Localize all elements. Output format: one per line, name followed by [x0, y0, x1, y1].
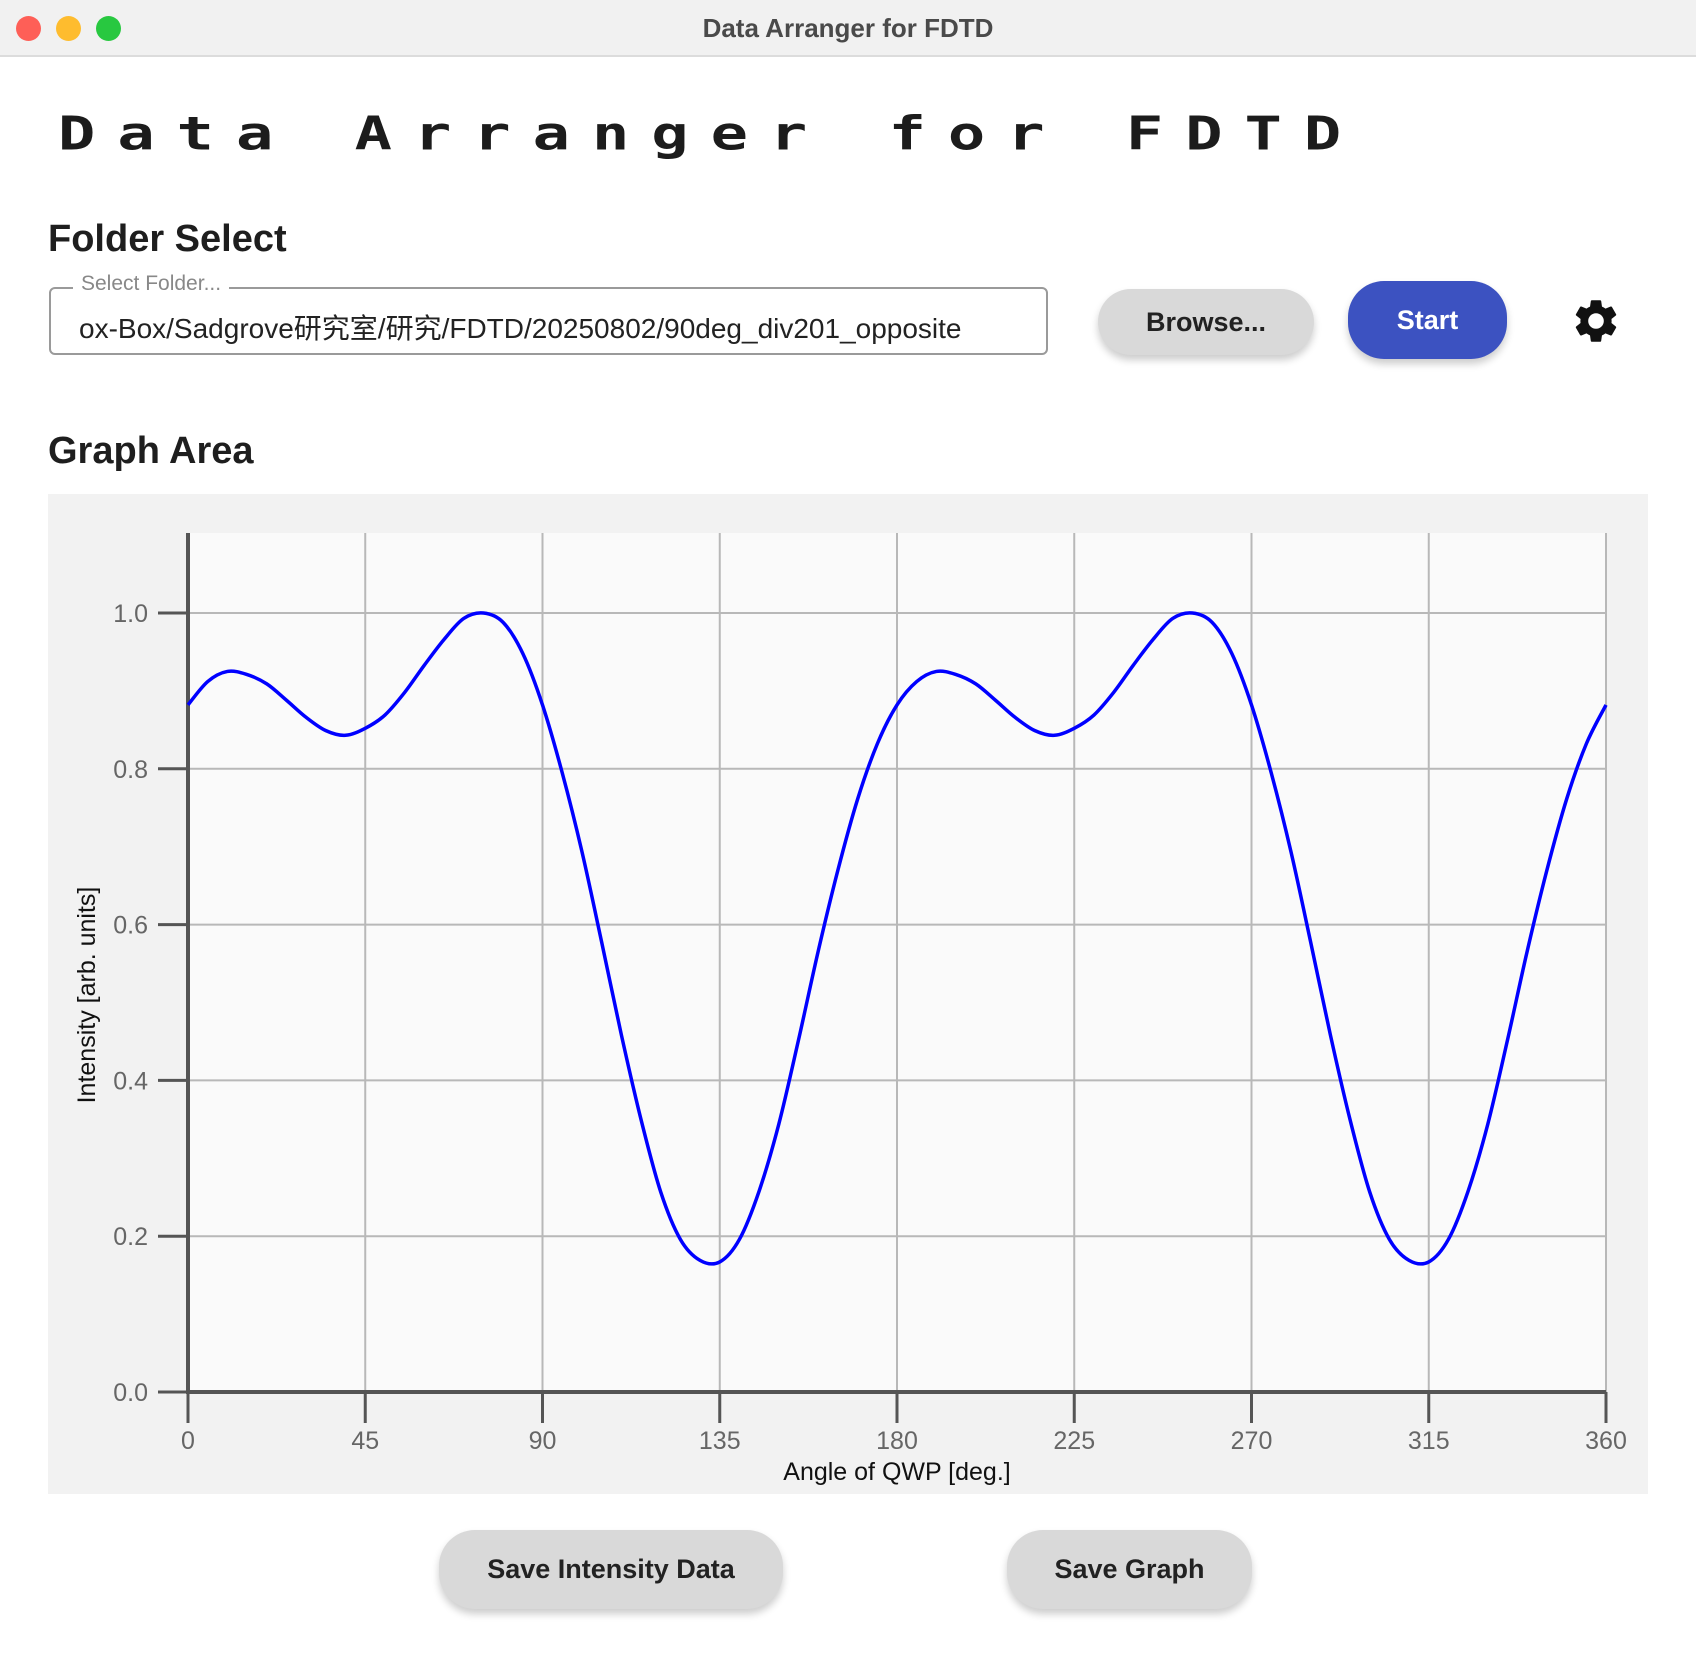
y-tick-label: 1.0: [113, 600, 148, 628]
x-tick-label: 180: [876, 1427, 918, 1455]
intensity-series-line: [186, 611, 1608, 1266]
browse-button[interactable]: Browse...: [1098, 289, 1314, 355]
x-tick-label: 315: [1408, 1427, 1450, 1455]
save-graph-button[interactable]: Save Graph: [1007, 1530, 1252, 1609]
x-tick-label: 270: [1231, 1427, 1273, 1455]
y-tick-label: 0.6: [113, 912, 148, 940]
y-axis-label: Intensity [arb. units]: [73, 887, 101, 1104]
x-tick-label: 360: [1585, 1427, 1627, 1455]
maximize-window-button[interactable]: [96, 16, 121, 41]
x-tick-label: 90: [529, 1427, 557, 1455]
title-bar: Data Arranger for FDTD: [0, 0, 1696, 57]
y-tick-label: 0.8: [113, 756, 148, 784]
app-title: Data Arranger for FDTD: [58, 106, 1364, 161]
x-tick-label: 0: [181, 1427, 195, 1455]
x-axis-label: Angle of QWP [deg.]: [783, 1458, 1010, 1486]
close-window-button[interactable]: [16, 16, 41, 41]
x-tick-label: 45: [351, 1427, 379, 1455]
folder-path-value[interactable]: ox-Box/Sadgrove研究室/研究/FDTD/20250802/90de…: [79, 313, 962, 344]
y-tick-label: 0.2: [113, 1223, 148, 1251]
save-intensity-data-button[interactable]: Save Intensity Data: [439, 1530, 783, 1609]
window-title: Data Arranger for FDTD: [702, 13, 994, 43]
folder-select-heading: Folder Select: [48, 218, 287, 260]
folder-field-label: Select Folder...: [73, 272, 230, 296]
gear-icon[interactable]: [1570, 295, 1622, 347]
y-tick-label: 0.0: [113, 1379, 148, 1407]
folder-path-input[interactable]: Select Folder... ox-Box/Sadgrove研究室/研究/F…: [49, 272, 1048, 355]
graph-area-heading: Graph Area: [48, 430, 254, 472]
y-tick-label: 0.4: [113, 1067, 148, 1095]
x-tick-label: 225: [1053, 1427, 1095, 1455]
minimize-window-button[interactable]: [56, 16, 81, 41]
x-tick-label: 135: [699, 1427, 741, 1455]
start-button[interactable]: Start: [1348, 281, 1507, 359]
